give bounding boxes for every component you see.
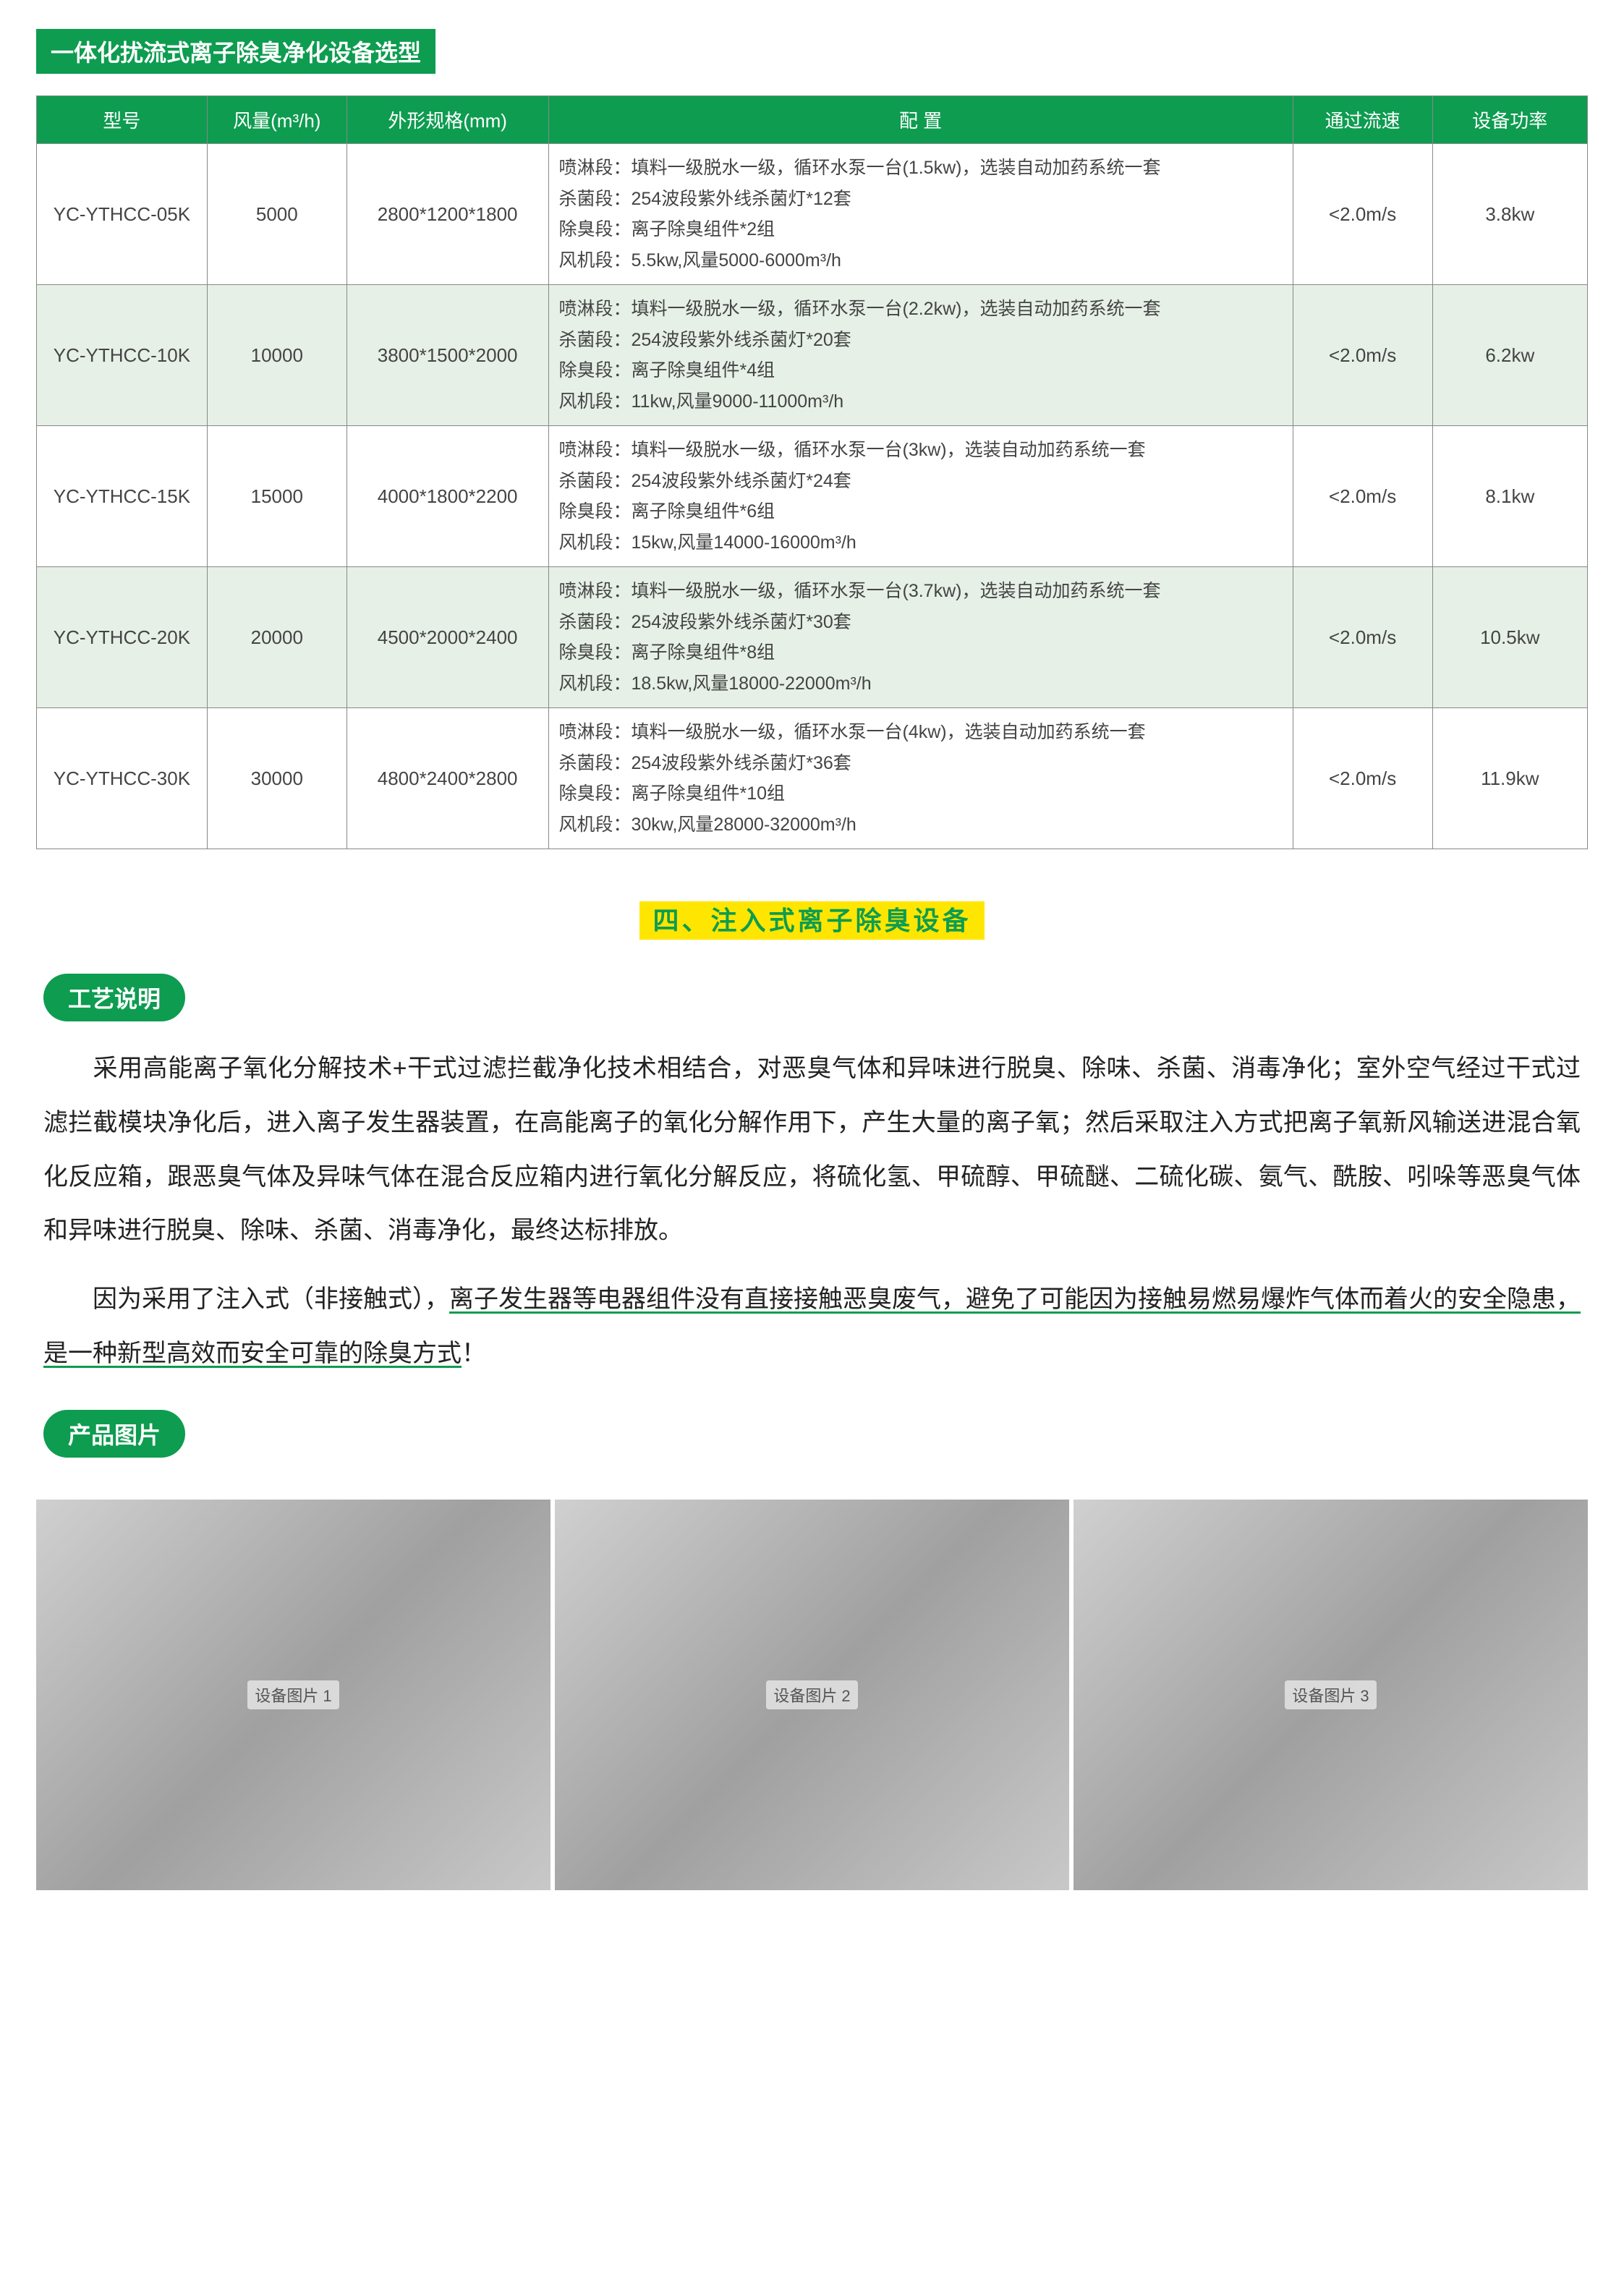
cell-size: 4500*2000*2400 (347, 567, 548, 708)
cell-air: 15000 (207, 426, 347, 567)
th-4: 通过流速 (1293, 96, 1432, 144)
section-four-heading: 四、注入式离子除臭设备 (36, 900, 1588, 937)
cell-size: 3800*1500*2000 (347, 285, 548, 426)
cell-model: YC-YTHCC-20K (37, 567, 208, 708)
pill-process: 工艺说明 (43, 974, 185, 1021)
top-title: 一体化扰流式离子除臭净化设备选型 (36, 29, 435, 74)
cell-flow: <2.0m/s (1293, 567, 1432, 708)
cell-model: YC-YTHCC-15K (37, 426, 208, 567)
cell-config: 喷淋段：填料一级脱水一级，循环水泵一台(1.5kw)，选装自动加药系统一套杀菌段… (548, 144, 1293, 285)
cell-flow: <2.0m/s (1293, 144, 1432, 285)
cell-flow: <2.0m/s (1293, 708, 1432, 849)
table-row: YC-YTHCC-05K50002800*1200*1800喷淋段：填料一级脱水… (37, 144, 1588, 285)
para-2a: 因为采用了注入式（非接触式）， (93, 1285, 449, 1313)
cell-config: 喷淋段：填料一级脱水一级，循环水泵一台(4kw)，选装自动加药系统一套杀菌段：2… (548, 708, 1293, 849)
cell-config: 喷淋段：填料一级脱水一级，循环水泵一台(3.7kw)，选装自动加药系统一套杀菌段… (548, 567, 1293, 708)
cell-flow: <2.0m/s (1293, 426, 1432, 567)
para-1-text: 采用高能离子氧化分解技术+干式过滤拦截净化技术相结合，对恶臭气体和异味进行脱臭、… (43, 1055, 1581, 1244)
product-photo-3: 设备图片 3 (1074, 1500, 1588, 1890)
th-0: 型号 (37, 96, 208, 144)
cell-air: 10000 (207, 285, 347, 426)
table-row: YC-YTHCC-15K150004000*1800*2200喷淋段：填料一级脱… (37, 426, 1588, 567)
cell-power: 6.2kw (1432, 285, 1587, 426)
th-1: 风量(m³/h) (207, 96, 347, 144)
cell-size: 2800*1200*1800 (347, 144, 548, 285)
cell-config: 喷淋段：填料一级脱水一级，循环水泵一台(3kw)，选装自动加药系统一套杀菌段：2… (548, 426, 1293, 567)
cell-model: YC-YTHCC-30K (37, 708, 208, 849)
th-2: 外形规格(mm) (347, 96, 548, 144)
table-row: YC-YTHCC-20K200004500*2000*2400喷淋段：填料一级脱… (37, 567, 1588, 708)
cell-size: 4800*2400*2800 (347, 708, 548, 849)
cell-air: 30000 (207, 708, 347, 849)
product-photo-2: 设备图片 2 (555, 1500, 1069, 1890)
para-2: 因为采用了注入式（非接触式），离子发生器等电器组件没有直接接触恶臭废气，避免了可… (43, 1272, 1581, 1381)
cell-flow: <2.0m/s (1293, 285, 1432, 426)
cell-power: 11.9kw (1432, 708, 1587, 849)
table-row: YC-YTHCC-30K300004800*2400*2800喷淋段：填料一级脱… (37, 708, 1588, 849)
cell-model: YC-YTHCC-05K (37, 144, 208, 285)
th-5: 设备功率 (1432, 96, 1587, 144)
para-2b: ！ (462, 1340, 486, 1367)
spec-table: 型号风量(m³/h)外形规格(mm)配 置通过流速设备功率 YC-YTHCC-0… (36, 95, 1588, 849)
cell-model: YC-YTHCC-10K (37, 285, 208, 426)
table-row: YC-YTHCC-10K100003800*1500*2000喷淋段：填料一级脱… (37, 285, 1588, 426)
cell-config: 喷淋段：填料一级脱水一级，循环水泵一台(2.2kw)，选装自动加药系统一套杀菌段… (548, 285, 1293, 426)
cell-air: 20000 (207, 567, 347, 708)
cell-power: 10.5kw (1432, 567, 1587, 708)
section-four-heading-text: 四、注入式离子除臭设备 (639, 901, 984, 940)
product-photo-1: 设备图片 1 (36, 1500, 550, 1890)
cell-power: 8.1kw (1432, 426, 1587, 567)
photo-row: 设备图片 1设备图片 2设备图片 3 (36, 1500, 1588, 1890)
para-1: 采用高能离子氧化分解技术+干式过滤拦截净化技术相结合，对恶臭气体和异味进行脱臭、… (43, 1042, 1581, 1258)
cell-air: 5000 (207, 144, 347, 285)
cell-size: 4000*1800*2200 (347, 426, 548, 567)
th-3: 配 置 (548, 96, 1293, 144)
cell-power: 3.8kw (1432, 144, 1587, 285)
pill-photos: 产品图片 (43, 1410, 185, 1458)
